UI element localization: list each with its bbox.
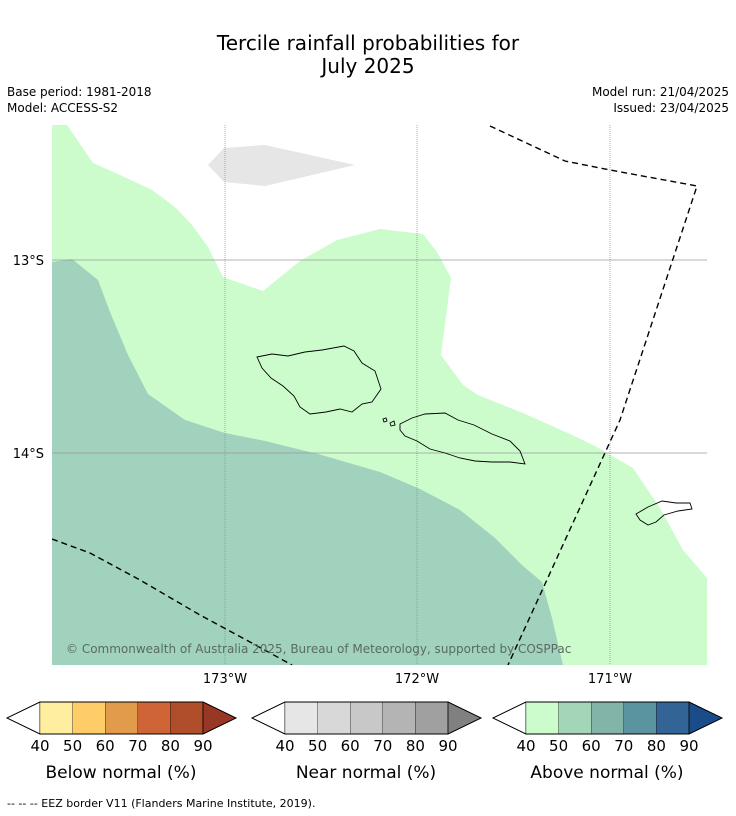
colorbar-segment [137, 701, 171, 735]
model-name: Model: ACCESS-S2 [7, 101, 119, 115]
colorbar-0: 40 50 60 70 80 90 Below normal (%) [5, 701, 238, 783]
colorbar-segment [284, 701, 318, 735]
colorbar-segment [656, 701, 690, 735]
colorbar-tick-label: 50 [549, 737, 568, 755]
colorbar-tick-label: 70 [373, 737, 392, 755]
colorbar-outline [250, 701, 483, 735]
upolu-island [399, 412, 526, 465]
meta-left: Base period: 1981-2018 Model: ACCESS-S2 [7, 84, 152, 116]
apolima-islet [382, 417, 388, 423]
colorbar-tick-label: 70 [128, 737, 147, 755]
colorbar-segment [447, 701, 482, 735]
gridlines [52, 125, 707, 665]
lat-label-13s: 13°S [13, 254, 44, 269]
model-run: Model run: 21/04/2025 [591, 85, 729, 99]
colorbar-title: Below normal (%) [46, 763, 197, 783]
colorbar-segment [39, 701, 73, 735]
copyright-notice: © Commonwealth of Australia 2025, Bureau… [66, 642, 571, 656]
chart-title-line2: July 2025 [321, 54, 415, 78]
colorbar-tick-label: 80 [161, 737, 180, 755]
lon-label-173w: 173°W [203, 672, 247, 687]
coastlines [256, 345, 693, 526]
colorbar-tick-label: 80 [647, 737, 666, 755]
savaii-island [256, 345, 382, 415]
colorbar-segment [251, 701, 286, 735]
colorbar-tick-label: 40 [275, 737, 294, 755]
colorbar-segment [415, 701, 449, 735]
colorbar-segment [623, 701, 657, 735]
lat-label-14s: 14°S [13, 447, 44, 462]
near-normal-40-region [208, 145, 355, 186]
base-period: Base period: 1981-2018 [7, 85, 152, 99]
lon-label-172w: 172°W [395, 672, 439, 687]
colorbar-segment [6, 701, 41, 735]
colorbar-tick-label: 50 [308, 737, 327, 755]
eez-border [52, 125, 698, 665]
colorbars: 40 50 60 70 80 90 Below normal (%) 40 50 60 70 80 90… [5, 701, 724, 783]
colorbar-segment [350, 701, 383, 735]
colorbar-title: Above normal (%) [530, 763, 683, 783]
colorbar-segment [105, 701, 138, 735]
colorbar-tick-label: 90 [193, 737, 212, 755]
colorbar-segment [317, 701, 351, 735]
colorbar-tick-label: 50 [63, 737, 82, 755]
tutuila-island [635, 500, 693, 526]
colorbar-tick-label: 60 [341, 737, 360, 755]
colorbar-tick-label: 70 [614, 737, 633, 755]
colorbar-tick-label: 80 [406, 737, 425, 755]
eez-footnote: -- -- -- EEZ border V11 (Flanders Marine… [7, 797, 316, 810]
lon-label-171w: 171°W [588, 672, 632, 687]
map-area: © Commonwealth of Australia 2025, Bureau… [52, 125, 707, 665]
above-normal-50-region [52, 259, 563, 665]
colorbar-outline [491, 701, 724, 735]
axis-labels: 13°S 14°S 173°W 172°W 171°W [13, 254, 633, 687]
colorbar-outline [5, 701, 238, 735]
colorbar-segment [591, 701, 624, 735]
meta-right: Model run: 21/04/2025 Issued: 23/04/2025 [592, 84, 729, 116]
colorbar-segment [688, 701, 723, 735]
colorbar-segment [382, 701, 416, 735]
issued-date: Issued: 23/04/2025 [613, 101, 729, 115]
colorbar-2: 40 50 60 70 80 90 Above normal (%) [491, 701, 724, 783]
colorbar-title: Near normal (%) [296, 763, 436, 783]
colorbar-segment [72, 701, 106, 735]
colorbar-segment [558, 701, 592, 735]
colorbar-tick-label: 90 [438, 737, 457, 755]
colorbar-segment [202, 701, 237, 735]
colorbar-segment [525, 701, 559, 735]
colorbar-tick-label: 40 [516, 737, 535, 755]
colorbar-tick-label: 60 [582, 737, 601, 755]
colorbar-tick-label: 60 [96, 737, 115, 755]
colorbar-segment [492, 701, 527, 735]
manono-islet [389, 420, 396, 427]
colorbar-tick-label: 40 [30, 737, 49, 755]
chart-title-line1: Tercile rainfall probabilities for [216, 31, 520, 55]
colorbar-tick-label: 90 [679, 737, 698, 755]
colorbar-segment [170, 701, 204, 735]
